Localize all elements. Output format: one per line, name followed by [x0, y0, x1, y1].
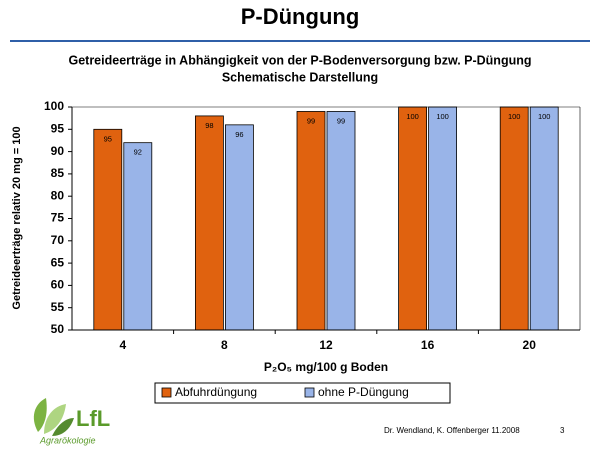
footer-authors: Dr. Wendland, K. Offenberger 11.2008 [384, 426, 520, 435]
y-tick-label: 65 [51, 255, 65, 269]
y-tick-label: 80 [51, 188, 65, 202]
bar [93, 128, 123, 331]
y-tick-label: 95 [51, 121, 65, 135]
bar [529, 106, 559, 331]
bar [428, 106, 458, 331]
x-tick-label: 12 [319, 338, 333, 352]
bar [123, 142, 153, 331]
data-label: 98 [205, 121, 213, 130]
data-label: 99 [307, 116, 315, 125]
data-label: 95 [104, 134, 112, 143]
y-tick-label: 55 [51, 300, 65, 314]
legend-label: ohne P-Düngung [318, 385, 409, 399]
chart-subtitle: Schematische Darstellung [222, 70, 378, 84]
bar [499, 106, 529, 331]
bar [296, 111, 326, 331]
data-label: 100 [406, 112, 419, 121]
y-tick-label: 90 [51, 144, 65, 158]
y-tick-label: 85 [51, 166, 65, 180]
data-label: 92 [134, 148, 142, 157]
chart-title: Getreideerträge in Abhängigkeit von der … [68, 53, 531, 67]
x-tick-label: 16 [421, 338, 435, 352]
logo: LfL Agrarökologie [33, 398, 110, 445]
legend-label: Abfuhrdüngung [175, 385, 257, 399]
data-label: 96 [235, 130, 243, 139]
logo-subtitle: Agrarökologie [39, 435, 96, 445]
y-tick-label: 50 [51, 322, 65, 336]
y-tick-label: 100 [44, 99, 64, 113]
legend-box [154, 382, 451, 404]
bar [326, 111, 356, 331]
x-tick-label: 8 [221, 338, 228, 352]
bar [224, 124, 254, 331]
logo-leaf [33, 398, 47, 432]
x-tick-label: 20 [523, 338, 537, 352]
logo-leaf [52, 418, 74, 436]
slide-title: P-Düngung [241, 4, 360, 29]
bar [398, 106, 428, 331]
y-tick-label: 75 [51, 211, 65, 225]
data-label: 99 [337, 116, 345, 125]
y-tick-label: 70 [51, 233, 65, 247]
footer-page: 3 [560, 426, 565, 435]
y-tick-label: 60 [51, 278, 65, 292]
logo-leaf [44, 404, 66, 434]
bar [194, 115, 224, 331]
data-label: 100 [436, 112, 449, 121]
data-label: 100 [538, 112, 551, 121]
y-axis-label: Getreideerträge relativ 20 mg = 100 [11, 126, 23, 309]
x-axis-label: P₂O₅ mg/100 g Boden [264, 360, 388, 374]
data-label: 100 [508, 112, 521, 121]
legend-swatch [161, 387, 172, 398]
logo-text: LfL [76, 406, 110, 431]
x-tick-label: 4 [119, 338, 126, 352]
legend-swatch [304, 387, 315, 398]
